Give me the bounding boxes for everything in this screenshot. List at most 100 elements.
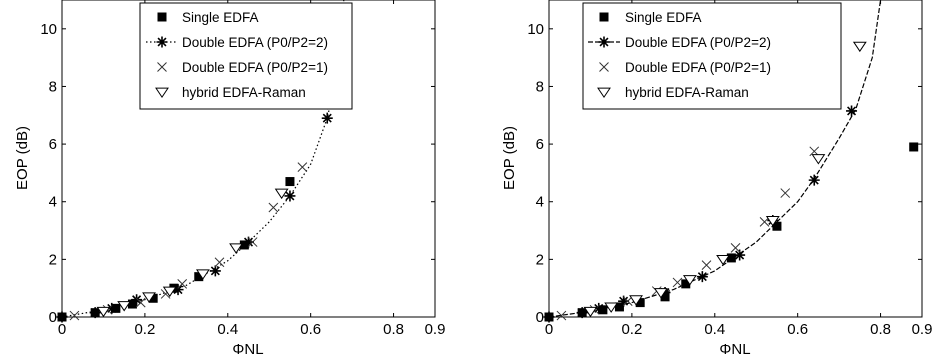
left-point-series-1: [106, 302, 118, 314]
left-point-series-1: [243, 236, 254, 248]
right-point-series-2: [556, 310, 567, 321]
left-curves: [62, 0, 345, 317]
left-legend: Single EDFA Double EDFA (P0/P2=2) Double E…: [139, 2, 353, 110]
left-point-series-3: [162, 286, 177, 298]
left-point-series-2: [177, 279, 188, 289]
right-x-axis-label: ΦNL: [719, 341, 750, 358]
right-point-series-1: [576, 307, 588, 319]
left-y-tick-label: 2: [49, 251, 57, 268]
left-legend-marker-1: [156, 36, 168, 48]
right-point-series-1: [593, 302, 605, 314]
left-legend-label-3: hybrid EDFA-Raman: [182, 85, 306, 100]
left-point-series-2: [297, 162, 308, 172]
left-point-series-1: [284, 190, 296, 202]
left-point-series-3: [96, 306, 111, 318]
right-point-series-2: [759, 217, 770, 227]
right-point-series-0: [598, 305, 608, 315]
right-legend-label-2: Double EDFA (P0/P2=1): [625, 60, 771, 75]
left-point-series-1: [172, 284, 184, 296]
left-point-series-0: [285, 177, 295, 187]
right-point-series-2: [622, 296, 633, 307]
right-y-tick-label: 4: [536, 194, 544, 211]
right-point-series-3: [583, 306, 598, 318]
right-point-series-0: [635, 298, 645, 308]
right-y-tick-label: 6: [536, 136, 544, 153]
left-point-series-3: [142, 292, 156, 303]
left-x-axis-label: ΦNL: [232, 341, 263, 358]
left-x-tick-label: 0.4: [217, 321, 238, 338]
left-legend-label-0: Single EDFA: [182, 10, 259, 25]
right-point-series-2: [701, 260, 712, 270]
right-point-series-2: [780, 188, 791, 198]
right-x-tick-label: 0: [545, 321, 553, 338]
right-legend-label-3: hybrid EDFA-Raman: [625, 85, 749, 100]
left-x-tick-label: 0.8: [383, 321, 404, 338]
left-x-tick-label: 0: [58, 321, 66, 338]
left-legend-label-1: Double EDFA (P0/P2=2): [182, 35, 328, 50]
right-legend-label-1: Double EDFA (P0/P2=2): [625, 35, 771, 50]
right-point-series-0: [614, 302, 624, 312]
right-legend-label-0: Single EDFA: [625, 10, 702, 25]
left-point-series-0: [148, 293, 158, 303]
right-point-series-3: [653, 288, 668, 299]
right-point-series-3: [716, 254, 731, 266]
left-point-series-2: [69, 310, 80, 321]
left-legend-box: [139, 2, 353, 110]
left-chart: 0 0.2 0.4 0.6 0.8 0.9 0 2 4 6 8 10 ΦNL EOP (dB) Sin…: [14, 0, 445, 358]
left-point-series-3: [274, 188, 289, 200]
left-y-tick-label: 4: [49, 194, 57, 211]
right-ticks: 0 0.2 0.4 0.6 0.8 0.9 0 2 4 6 8 10: [527, 0, 932, 338]
left-y-tick-label: 8: [49, 78, 57, 95]
right-point-series-3: [765, 216, 780, 227]
right-point-series-3: [629, 295, 643, 306]
right-point-series-3: [682, 275, 697, 286]
right-legend-marker-1: [598, 36, 610, 48]
right-point-series-2: [672, 277, 683, 288]
right-chart: 0 0.2 0.4 0.6 0.8 0.9 0 2 4 6 8 10 ΦNL EOP (dB) Sin…: [501, 0, 932, 358]
right-legend-marker-3: [597, 87, 611, 99]
right-x-tick-label: 0.6: [787, 321, 808, 338]
right-point-series-3: [811, 154, 826, 165]
right-point-series-0: [772, 221, 782, 231]
left-point-series-1: [209, 265, 221, 277]
left-point-series-0: [194, 272, 204, 282]
right-x-tick-label: 0.4: [704, 321, 725, 338]
left-x-tick-label: 0.2: [134, 321, 155, 338]
left-y-tick-label: 10: [40, 21, 57, 38]
left-y-tick-label: 0: [49, 309, 57, 326]
left-y-tick-label: 6: [49, 136, 57, 153]
left-point-series-2: [268, 202, 279, 213]
right-point-series-1: [659, 287, 671, 299]
right-y-tick-label: 2: [536, 251, 544, 268]
left-point-series-3: [117, 301, 132, 312]
right-y-tick-label: 0: [536, 309, 544, 326]
left-fit-curve: [62, 0, 345, 317]
right-y-axis-label: EOP (dB): [501, 126, 518, 190]
left-point-series-3: [229, 243, 244, 254]
right-y-tick-label: 8: [536, 78, 544, 95]
right-point-series-1: [846, 105, 858, 117]
right-x-tick-label: 0.8: [870, 321, 891, 338]
right-point-series-0: [681, 279, 691, 289]
left-legend-label-2: Double EDFA (P0/P2=1): [182, 60, 328, 75]
left-legend-marker-3: [155, 87, 169, 99]
left-point-series-3: [195, 269, 210, 280]
right-x-tick-label: 0.2: [621, 321, 642, 338]
right-point-series-1: [618, 295, 630, 307]
left-y-axis-label: EOP (dB): [14, 126, 31, 190]
left-point-series-1: [321, 112, 333, 124]
right-point-series-3: [852, 41, 867, 53]
left-point-series-1: [89, 307, 101, 319]
left-point-series-2: [135, 297, 146, 308]
left-legend-marker-0: [157, 12, 167, 22]
left-point-series-0: [239, 240, 249, 250]
left-legend-marker-2: [157, 62, 167, 72]
right-point-series-1: [734, 249, 746, 261]
right-point-series-2: [730, 242, 741, 253]
right-y-tick-label: 10: [527, 21, 544, 38]
right-legend-marker-2: [599, 62, 609, 72]
right-x-tick-label: 0.9: [912, 321, 933, 338]
left-point-series-1: [131, 294, 143, 306]
right-legend-box: [582, 2, 842, 110]
